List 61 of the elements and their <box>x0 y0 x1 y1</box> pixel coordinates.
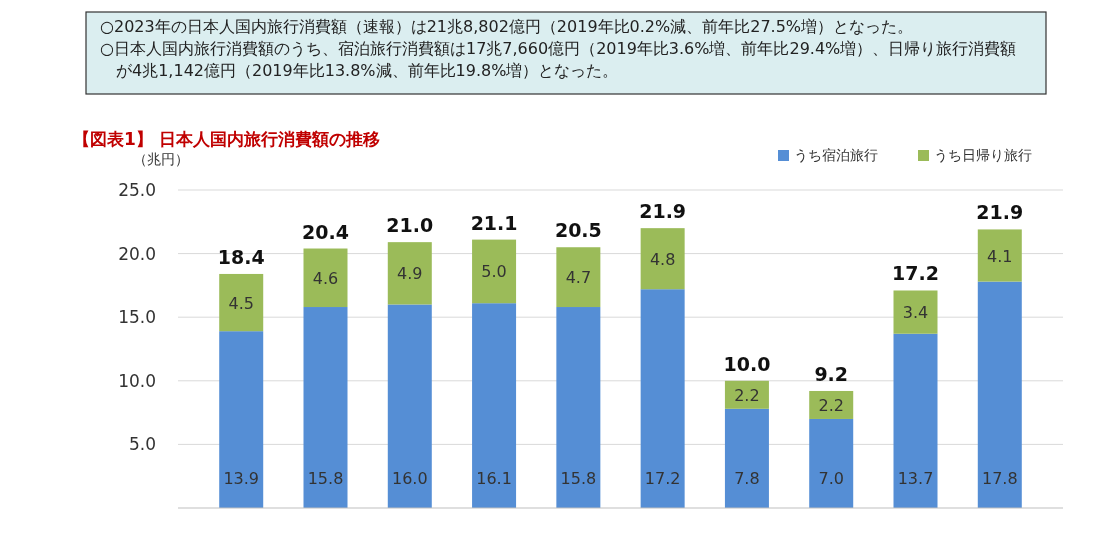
bar <box>977 229 1022 282</box>
total-label: 21.1 <box>470 211 518 234</box>
chart-title: 【図表1】 日本人国内旅行消費額の推移 <box>73 129 380 149</box>
total-label: 21.9 <box>976 201 1024 224</box>
data-label: 2.2 <box>734 385 760 405</box>
data-label: 4.7 <box>565 268 592 288</box>
y-tick-label: 10.0 <box>118 370 156 391</box>
bar <box>724 408 769 508</box>
data-label: 16.0 <box>391 469 428 488</box>
data-label: 7.0 <box>818 469 844 488</box>
total-label: 20.5 <box>554 219 602 242</box>
total-label: 9.2 <box>814 362 849 385</box>
data-label: 13.9 <box>223 469 260 488</box>
bar <box>640 228 685 290</box>
bar <box>556 247 601 308</box>
bar <box>893 333 938 508</box>
y-tick-label: 25.0 <box>118 180 156 200</box>
bar <box>556 307 601 508</box>
data-label: 2.2 <box>818 395 844 415</box>
data-label: 4.5 <box>228 293 254 313</box>
bar <box>809 390 854 419</box>
data-label: 17.2 <box>644 469 681 488</box>
data-label: 13.7 <box>897 469 934 488</box>
y-axis-title: （兆円） <box>133 151 189 167</box>
bar <box>219 331 264 508</box>
total-label: 18.4 <box>217 245 265 268</box>
data-label: 4.1 <box>987 246 1013 266</box>
data-label: 15.8 <box>560 469 597 488</box>
y-tick-label: 20.0 <box>118 243 156 264</box>
total-label: 10.0 <box>723 352 771 375</box>
data-label: 7.8 <box>734 469 760 488</box>
data-label: 15.8 <box>307 469 344 488</box>
bar <box>472 303 517 508</box>
data-label: 3.4 <box>902 303 929 323</box>
bar <box>977 281 1022 508</box>
bar <box>387 304 432 508</box>
bar <box>724 380 769 409</box>
y-tick-label: 5.0 <box>128 434 156 455</box>
data-label: 5.0 <box>481 262 507 282</box>
total-label: 20.4 <box>302 220 349 243</box>
bar <box>219 273 264 332</box>
legend-label: うち宿泊旅行 <box>794 147 878 163</box>
total-label: 21.9 <box>639 200 687 223</box>
legend-label: うち日帰り旅行 <box>934 147 1032 163</box>
data-label: 16.1 <box>476 469 512 488</box>
total-label: 21.0 <box>386 214 434 237</box>
data-label: 4.9 <box>397 264 423 284</box>
bar <box>387 242 432 305</box>
text: ○2023年の日本人国内旅行消費額（速報）は21兆8,802億円（2019年比0.2%減、前年比27.5%増）となった。 <box>100 17 914 36</box>
bar <box>303 248 348 308</box>
bar <box>640 289 685 508</box>
data-label: 17.8 <box>981 469 1018 488</box>
text: ○日本人国内旅行消費額のうち、宿泊旅行消費額は17兆7,660億円（2019年比3.6%増、前年比29.4%増）、日帰り旅行消費額が4兆1,142億円（2019年比13.8%減、前年比19.8%増）となった。 <box>100 39 1017 80</box>
bar <box>472 239 517 304</box>
bar <box>893 290 938 334</box>
total-label: 17.2 <box>892 262 939 285</box>
data-label: 4.6 <box>312 268 339 288</box>
data-label: 4.8 <box>649 249 676 269</box>
bar <box>303 307 348 508</box>
y-tick-label: 15.0 <box>118 307 156 328</box>
bar <box>809 418 854 508</box>
